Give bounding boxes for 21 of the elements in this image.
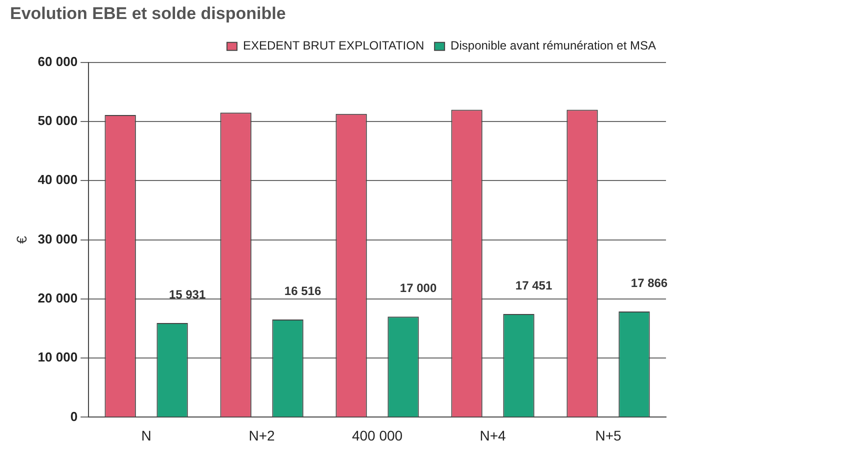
data-label: 16 516 bbox=[284, 284, 322, 298]
chart-title: Evolution EBE et solde disponible bbox=[10, 4, 286, 23]
data-label: 15 931 bbox=[168, 287, 206, 302]
y-tick-label: 0 bbox=[70, 408, 78, 424]
y-tick-label: 50 000 bbox=[38, 113, 78, 128]
x-tick-label: N+5 bbox=[595, 427, 622, 444]
data-label: 17 000 bbox=[400, 280, 437, 295]
y-tick-label: 60 000 bbox=[38, 54, 78, 69]
x-tick-label: 400 000 bbox=[352, 427, 403, 444]
x-tick-label: N+4 bbox=[480, 427, 506, 444]
data-label: 17 866 bbox=[630, 276, 668, 290]
y-axis-title: € bbox=[13, 236, 30, 244]
legend-label: EXEDENT BRUT EXPLOITATION bbox=[242, 38, 424, 53]
y-tick-label: 20 000 bbox=[38, 290, 78, 306]
legend-label: Disponible avant rémunération et MSA bbox=[450, 38, 656, 53]
x-tick-label: N bbox=[141, 427, 152, 444]
data-label: 17 451 bbox=[515, 278, 552, 292]
x-tick-label: N+2 bbox=[248, 427, 276, 444]
y-tick-label: 30 000 bbox=[38, 231, 78, 246]
y-tick-label: 10 000 bbox=[38, 350, 78, 365]
y-tick-label: 40 000 bbox=[38, 172, 78, 188]
